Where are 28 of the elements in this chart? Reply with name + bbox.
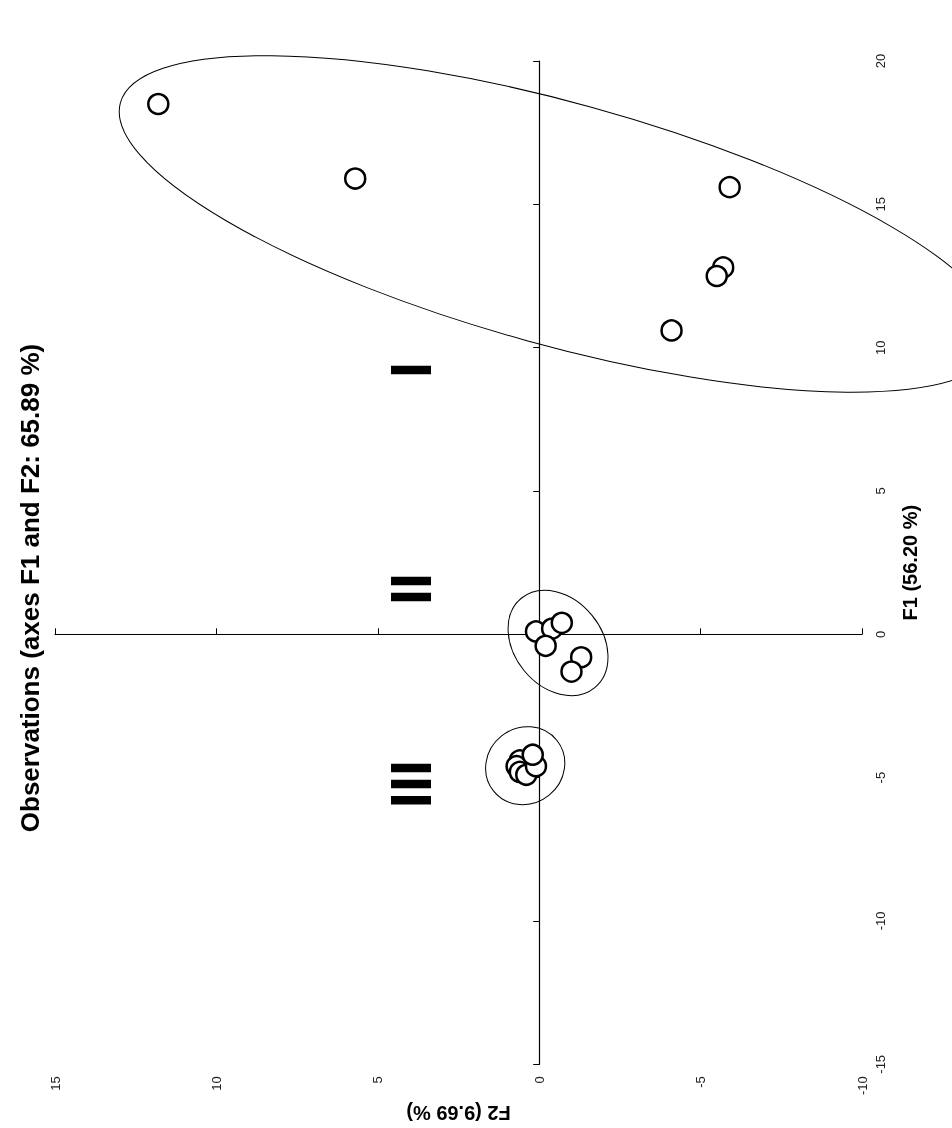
y-tick-label: 15	[873, 197, 888, 212]
y-tick-label: 10	[873, 340, 888, 355]
y-tick-label: -15	[873, 1054, 888, 1074]
point	[660, 319, 683, 342]
y-tick-label: -5	[873, 771, 888, 784]
text: Observations (axes F1 and F2: 65.89 %)	[15, 343, 45, 833]
x-tick-label: 15	[47, 1076, 63, 1091]
point	[550, 611, 574, 635]
y-tick-label: 5	[873, 487, 888, 495]
annotation: II	[377, 572, 443, 606]
y-tick-label: 20	[873, 53, 888, 69]
point	[705, 264, 728, 288]
point	[343, 167, 367, 190]
point	[718, 175, 741, 199]
x-tick-label: 10	[208, 1076, 224, 1091]
x-tick-label: 5	[370, 1076, 386, 1084]
x-axis-title: F2 (9.69 %)	[406, 1102, 511, 1124]
point	[147, 92, 170, 116]
x-tick-label: 0	[531, 1076, 547, 1084]
y-axis-title: F1 (56.20 %)	[899, 504, 921, 621]
annotation: III	[377, 759, 443, 809]
x-tick-label: -10	[854, 1076, 870, 1096]
point	[560, 660, 583, 683]
point	[534, 634, 557, 658]
x-tick-label: -5	[693, 1076, 709, 1088]
y-tick-label: -10	[873, 911, 888, 931]
y-tick-label: 0	[873, 630, 888, 638]
annotation: I	[377, 361, 443, 379]
